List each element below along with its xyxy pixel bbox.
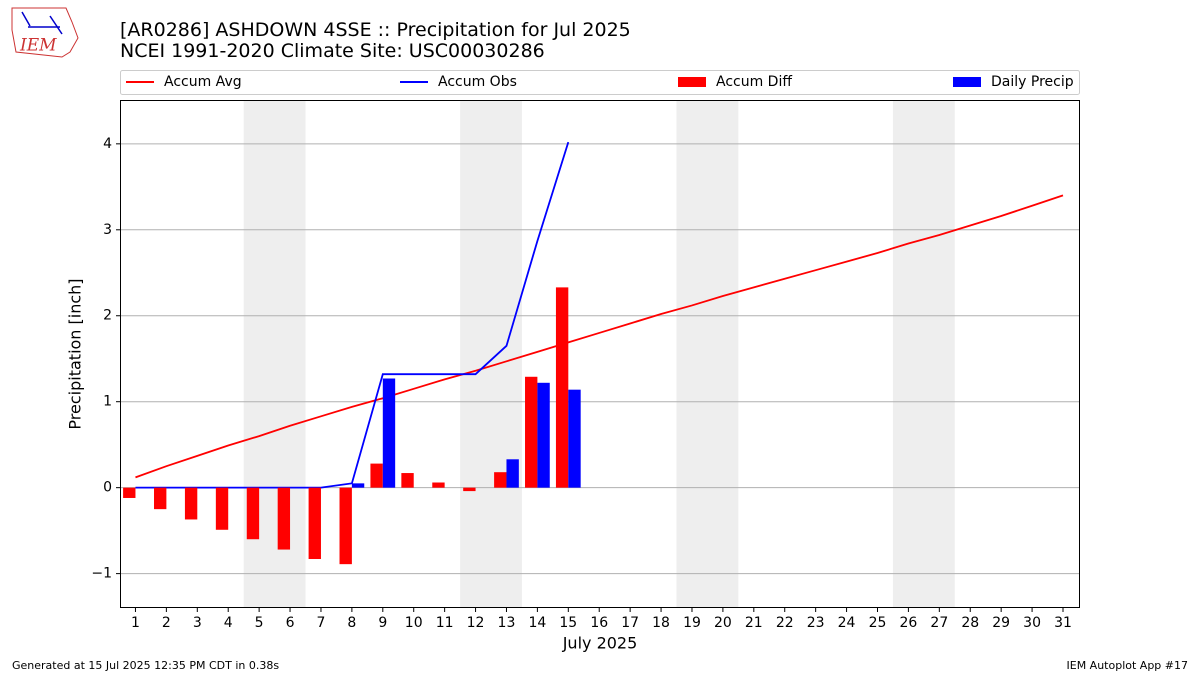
x-tick-label: 14 bbox=[528, 615, 546, 631]
x-tick-label: 23 bbox=[807, 615, 825, 631]
x-tick-label: 19 bbox=[683, 615, 701, 631]
x-tick-label: 15 bbox=[559, 615, 577, 631]
legend-box bbox=[120, 70, 1080, 95]
x-tick-label: 29 bbox=[992, 615, 1010, 631]
x-tick-label: 1 bbox=[131, 615, 140, 631]
bar bbox=[494, 472, 507, 488]
x-axis-label: July 2025 bbox=[562, 634, 638, 653]
bar bbox=[506, 459, 519, 488]
logo: IEM bbox=[11, 7, 79, 58]
bar bbox=[401, 473, 414, 488]
legend-swatch bbox=[678, 77, 706, 87]
y-axis-label: Precipitation [inch] bbox=[66, 278, 85, 429]
y-tick-label: 0 bbox=[103, 480, 112, 496]
plot-area bbox=[120, 100, 1080, 608]
footer-left: Generated at 15 Jul 2025 12:35 PM CDT in… bbox=[12, 659, 279, 672]
x-tick-label: 6 bbox=[286, 615, 295, 631]
legend-label: Accum Obs bbox=[438, 74, 517, 90]
x-tick-label: 2 bbox=[162, 615, 171, 631]
bar bbox=[463, 487, 476, 492]
x-tick-label: 4 bbox=[224, 615, 233, 631]
legend-label: Accum Avg bbox=[164, 74, 242, 90]
y-tick-label: 4 bbox=[103, 136, 112, 152]
x-tick-label: 26 bbox=[899, 615, 917, 631]
y-tick-label: 3 bbox=[103, 222, 112, 238]
x-tick-label: 3 bbox=[193, 615, 202, 631]
x-tick-label: 5 bbox=[255, 615, 264, 631]
x-tick-label: 7 bbox=[317, 615, 326, 631]
chart-subtitle: NCEI 1991-2020 Climate Site: USC00030286 bbox=[120, 40, 545, 62]
y-tick-label: 1 bbox=[103, 394, 112, 410]
footer-right: IEM Autoplot App #17 bbox=[1067, 659, 1189, 672]
x-tick-label: 13 bbox=[498, 615, 516, 631]
x-tick-label: 8 bbox=[347, 615, 356, 631]
bar bbox=[308, 487, 321, 560]
x-tick-label: 9 bbox=[378, 615, 387, 631]
bar bbox=[123, 487, 136, 498]
x-tick-label: 30 bbox=[1023, 615, 1041, 631]
bar bbox=[555, 287, 569, 488]
bar bbox=[154, 487, 167, 510]
x-tick-label: 31 bbox=[1054, 615, 1072, 631]
weekend-shade bbox=[460, 100, 522, 608]
bar bbox=[339, 487, 352, 565]
bar bbox=[351, 483, 365, 488]
weekend-shade bbox=[892, 100, 955, 608]
bar bbox=[184, 487, 198, 520]
y-tick-label: 2 bbox=[103, 308, 112, 324]
x-tick-label: 12 bbox=[467, 615, 485, 631]
bar bbox=[277, 487, 291, 550]
chart-title: [AR0286] ASHDOWN 4SSE :: Precipitation f… bbox=[120, 19, 631, 41]
x-tick-label: 24 bbox=[838, 615, 856, 631]
plot-frame bbox=[120, 100, 1080, 608]
line bbox=[135, 194, 1064, 479]
legend-label: Accum Diff bbox=[716, 74, 792, 90]
bar bbox=[215, 487, 229, 530]
bar bbox=[525, 376, 538, 488]
x-tick-label: 25 bbox=[869, 615, 887, 631]
bar bbox=[382, 378, 396, 488]
x-tick-label: 20 bbox=[714, 615, 732, 631]
bar bbox=[432, 482, 445, 488]
x-tick-label: 27 bbox=[930, 615, 948, 631]
x-tick-label: 18 bbox=[652, 615, 670, 631]
y-tick-label: −1 bbox=[91, 566, 112, 582]
logo-text: IEM bbox=[19, 36, 57, 56]
logo-outline bbox=[11, 7, 79, 58]
x-tick-label: 16 bbox=[590, 615, 608, 631]
legend-swatch bbox=[953, 77, 981, 87]
x-tick-label: 11 bbox=[436, 615, 454, 631]
line bbox=[135, 141, 570, 489]
bar bbox=[568, 389, 581, 488]
legend-label: Daily Precip bbox=[991, 74, 1074, 90]
x-tick-label: 22 bbox=[776, 615, 794, 631]
bar bbox=[537, 382, 550, 488]
x-tick-label: 10 bbox=[405, 615, 423, 631]
x-tick-label: 17 bbox=[621, 615, 639, 631]
x-tick-label: 21 bbox=[745, 615, 763, 631]
x-tick-label: 28 bbox=[961, 615, 979, 631]
weekend-shade bbox=[676, 100, 739, 608]
bar bbox=[246, 487, 260, 540]
logo-icon bbox=[49, 15, 63, 35]
bar bbox=[370, 463, 383, 488]
logo-icon bbox=[21, 11, 31, 27]
